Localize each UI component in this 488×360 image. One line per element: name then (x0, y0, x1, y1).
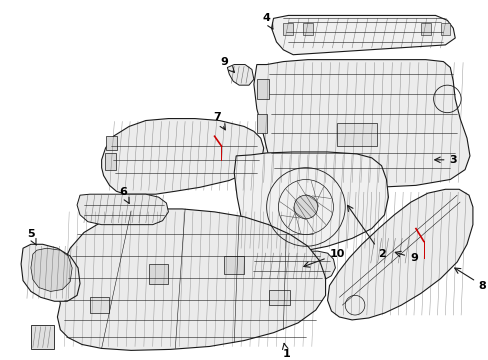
Polygon shape (283, 23, 293, 35)
Polygon shape (256, 79, 268, 99)
Polygon shape (303, 23, 312, 35)
Text: 7: 7 (213, 112, 225, 130)
Text: 3: 3 (434, 155, 456, 165)
Text: 1: 1 (282, 343, 289, 359)
Text: 8: 8 (454, 268, 486, 291)
Polygon shape (224, 256, 244, 274)
Text: 5: 5 (27, 229, 36, 245)
Text: 4: 4 (262, 13, 272, 29)
Polygon shape (148, 264, 168, 284)
Polygon shape (57, 209, 325, 350)
Polygon shape (271, 15, 454, 55)
Polygon shape (31, 248, 72, 292)
Polygon shape (440, 23, 449, 35)
Text: 9: 9 (394, 251, 417, 263)
Polygon shape (253, 60, 469, 187)
Polygon shape (105, 136, 117, 150)
Polygon shape (366, 237, 409, 266)
Text: 6: 6 (119, 187, 129, 203)
Text: 2: 2 (347, 205, 385, 259)
Polygon shape (21, 244, 80, 301)
Polygon shape (256, 114, 266, 133)
Polygon shape (268, 291, 289, 305)
Polygon shape (227, 64, 253, 85)
Polygon shape (102, 118, 263, 194)
Circle shape (294, 195, 317, 219)
Polygon shape (246, 251, 335, 281)
Polygon shape (90, 297, 109, 313)
Polygon shape (31, 325, 54, 350)
Polygon shape (327, 189, 472, 320)
Polygon shape (234, 152, 387, 253)
Text: 9: 9 (220, 57, 234, 72)
Text: 10: 10 (303, 249, 345, 267)
Polygon shape (420, 23, 430, 35)
Polygon shape (337, 123, 376, 146)
Polygon shape (104, 153, 116, 170)
Polygon shape (77, 194, 168, 225)
